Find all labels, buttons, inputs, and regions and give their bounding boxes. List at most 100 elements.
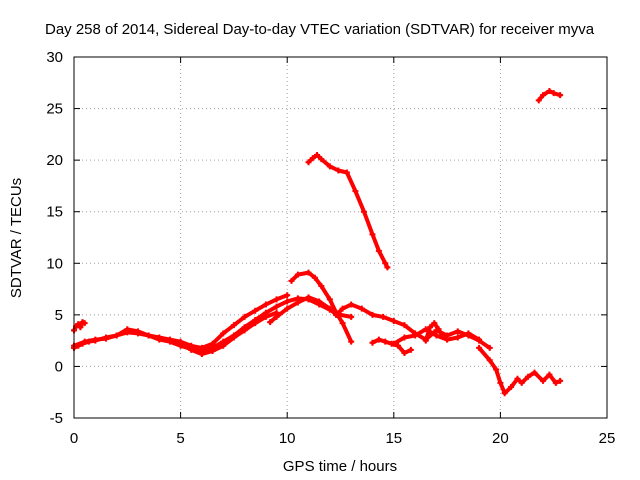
data-point <box>514 375 521 382</box>
axis-ticks <box>73 56 608 419</box>
data-point <box>552 379 559 386</box>
y-tick-label: 5 <box>55 307 63 324</box>
data-point <box>407 346 414 353</box>
data-point <box>326 296 333 303</box>
plot-frame <box>73 56 608 419</box>
data-point <box>382 260 389 267</box>
data-point <box>557 92 564 99</box>
data-point <box>501 390 508 397</box>
y-axis-label: SDTVAR / TECUs <box>8 178 25 298</box>
data-point <box>435 326 442 333</box>
data-point <box>465 330 472 337</box>
y-tick-label: 10 <box>46 255 63 272</box>
series-line-arc-6 <box>268 295 339 325</box>
data-point <box>145 332 152 339</box>
data-point <box>433 332 440 339</box>
series-line-arc-4 <box>178 310 279 357</box>
data-point <box>198 344 205 351</box>
data-point <box>284 298 291 305</box>
x-tick-label: 25 <box>599 430 616 447</box>
data-point <box>177 340 184 347</box>
data-point <box>540 92 547 99</box>
data-point <box>395 342 402 349</box>
data-point <box>262 313 269 320</box>
data-point <box>348 338 355 345</box>
data-point <box>535 97 542 104</box>
data-point <box>369 311 376 318</box>
data-point <box>113 332 120 339</box>
y-tick-label: -5 <box>50 410 63 427</box>
data-point <box>273 296 280 303</box>
data-point <box>497 379 504 386</box>
data-point <box>309 155 316 162</box>
data-point <box>134 328 141 335</box>
data-point <box>92 336 99 343</box>
data-point <box>546 88 553 95</box>
data-point <box>241 313 248 320</box>
data-point <box>431 320 438 327</box>
data-point <box>305 159 312 166</box>
data-point <box>305 269 312 276</box>
data-point <box>209 340 216 347</box>
data-point <box>220 342 227 349</box>
data-point <box>102 335 109 342</box>
data-point <box>294 271 301 278</box>
data-point <box>422 337 429 344</box>
x-axis-label: GPS time / hours <box>283 458 397 475</box>
y-tick-label: 20 <box>46 152 63 169</box>
data-point <box>401 334 408 341</box>
data-point <box>267 319 274 326</box>
data-point <box>427 324 434 331</box>
data-point <box>220 330 227 337</box>
data-point <box>401 322 408 329</box>
data-point <box>476 344 483 351</box>
data-point <box>209 347 216 354</box>
data-point <box>294 299 301 306</box>
data-point <box>284 292 291 299</box>
y-tick-label: 15 <box>46 204 63 221</box>
data-point <box>360 208 367 215</box>
data-point <box>508 384 515 391</box>
data-point <box>382 338 389 345</box>
data-point <box>75 321 82 328</box>
data-point <box>339 320 346 327</box>
data-point <box>326 163 333 170</box>
data-point <box>352 188 359 195</box>
data-point <box>348 301 355 308</box>
data-point <box>454 328 461 335</box>
data-point <box>546 371 553 378</box>
data-point <box>348 313 355 320</box>
data-point <box>531 369 538 376</box>
data-point <box>390 318 397 325</box>
data-point <box>252 307 259 314</box>
data-point <box>454 334 461 341</box>
data-point <box>314 151 321 158</box>
x-tick-label: 0 <box>70 430 78 447</box>
x-tick-label: 10 <box>279 430 296 447</box>
data-point <box>401 350 408 357</box>
data-point <box>77 324 84 331</box>
data-point <box>188 346 195 353</box>
data-point <box>333 311 340 318</box>
data-point <box>375 336 382 343</box>
data-point <box>81 338 88 345</box>
data-point <box>343 169 350 176</box>
data-point <box>305 294 312 301</box>
x-tick-label: 15 <box>385 430 402 447</box>
data-point <box>230 334 237 341</box>
data-point <box>241 327 248 334</box>
data-point <box>476 336 483 343</box>
data-point <box>156 334 163 341</box>
data-point <box>444 336 451 343</box>
data-point <box>439 333 446 340</box>
data-point <box>557 377 564 384</box>
x-tick-label: 20 <box>492 430 509 447</box>
data-point <box>124 326 131 333</box>
data-point <box>550 90 557 97</box>
x-tick-label: 5 <box>176 430 184 447</box>
y-tick-labels: -5 0 5 10 15 20 25 30 <box>46 49 63 427</box>
data-point <box>230 322 237 329</box>
data-point <box>288 277 295 284</box>
